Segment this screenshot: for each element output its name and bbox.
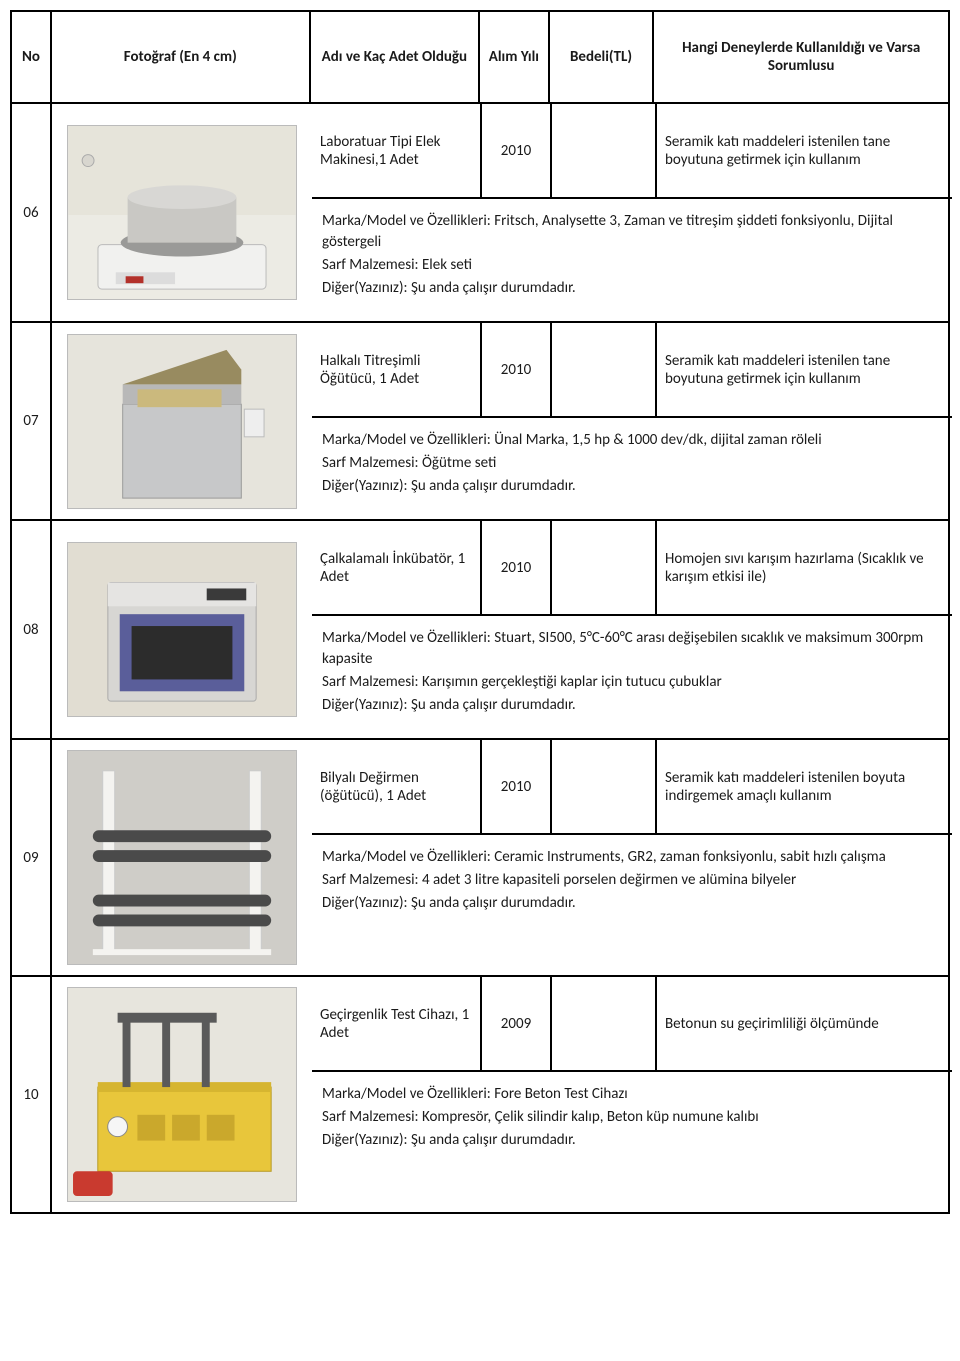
header-name: Adı ve Kaç Adet Olduğu bbox=[311, 12, 480, 102]
row-year: 2010 bbox=[482, 104, 552, 197]
equipment-photo bbox=[67, 542, 297, 717]
row-no: 07 bbox=[12, 323, 52, 519]
row-photo bbox=[52, 521, 312, 738]
header-no: No bbox=[12, 12, 52, 102]
row-price bbox=[552, 977, 657, 1070]
row-year: 2010 bbox=[482, 323, 552, 416]
row-price bbox=[552, 521, 657, 614]
value-diger: Şu anda çalışır durumdadır. bbox=[411, 894, 576, 912]
ring-mill-icon bbox=[68, 335, 296, 508]
value-marka: Ünal Marka, 1,5 hp & 1000 dev/dk, dijita… bbox=[494, 431, 821, 449]
value-diger: Şu anda çalışır durumdadır. bbox=[411, 1131, 576, 1149]
row-year: 2010 bbox=[482, 740, 552, 833]
row-details: Marka/Model ve Özellikleri: Ünal Marka, … bbox=[312, 418, 952, 519]
row-details: Marka/Model ve Özellikleri: Ceramic Inst… bbox=[312, 835, 952, 936]
row-photo bbox=[52, 323, 312, 519]
row-photo bbox=[52, 977, 312, 1212]
row-photo bbox=[52, 104, 312, 321]
row-name: Çalkalamalı İnkübatör, 1 Adet bbox=[312, 521, 482, 614]
label-diger: Diğer(Yazınız): bbox=[322, 894, 408, 912]
equipment-photo bbox=[67, 750, 297, 965]
row-name: Halkalı Titreşimli Öğütücü, 1 Adet bbox=[312, 323, 482, 416]
equipment-table: No Fotoğraf (En 4 cm) Adı ve Kaç Adet Ol… bbox=[10, 10, 950, 1214]
equipment-row: 10 bbox=[12, 977, 948, 1212]
table-header: No Fotoğraf (En 4 cm) Adı ve Kaç Adet Ol… bbox=[12, 12, 948, 104]
row-details: Marka/Model ve Özellikleri: Stuart, SI50… bbox=[312, 616, 952, 738]
row-details: Marka/Model ve Özellikleri: Fore Beton T… bbox=[312, 1072, 952, 1173]
equipment-row: 08 Çalkalamalı İnkübatör, 1 Adet 20 bbox=[12, 521, 948, 740]
header-photo: Fotoğraf (En 4 cm) bbox=[52, 12, 311, 102]
ball-mill-icon bbox=[68, 751, 296, 964]
value-sarf: Kompresör, Çelik silindir kalıp, Beton k… bbox=[422, 1108, 759, 1126]
permeability-tester-icon bbox=[68, 988, 296, 1201]
label-diger: Diğer(Yazınız): bbox=[322, 477, 408, 495]
label-diger: Diğer(Yazınız): bbox=[322, 279, 408, 297]
value-sarf: Karışımın gerçekleştiği kaplar için tutu… bbox=[422, 673, 722, 691]
row-usage: Seramik katı maddeleri istenilen tane bo… bbox=[657, 323, 952, 416]
value-marka: Ceramic Instruments, GR2, zaman fonksiyo… bbox=[494, 848, 886, 866]
row-year: 2010 bbox=[482, 521, 552, 614]
row-usage: Betonun su geçirimliliği ölçümünde bbox=[657, 977, 952, 1070]
row-name: Bilyalı Değirmen (öğütücü), 1 Adet bbox=[312, 740, 482, 833]
equipment-photo bbox=[67, 125, 297, 300]
row-no: 06 bbox=[12, 104, 52, 321]
row-usage: Seramik katı maddeleri istenilen tane bo… bbox=[657, 104, 952, 197]
equipment-row: 06 L bbox=[12, 104, 948, 323]
equipment-row: 09 Bilyalı Değir bbox=[12, 740, 948, 977]
row-name: Laboratuar Tipi Elek Makinesi,1 Adet bbox=[312, 104, 482, 197]
label-sarf: Sarf Malzemesi: bbox=[322, 1108, 419, 1126]
equipment-photo bbox=[67, 334, 297, 509]
row-price bbox=[552, 740, 657, 833]
label-marka: Marka/Model ve Özellikleri: bbox=[322, 212, 491, 230]
incubator-icon bbox=[68, 543, 296, 716]
row-details: Marka/Model ve Özellikleri: Fritsch, Ana… bbox=[312, 199, 952, 321]
value-marka: Fore Beton Test Cihazı bbox=[494, 1085, 628, 1103]
row-no: 08 bbox=[12, 521, 52, 738]
equipment-row: 07 Halkalı Titreşimli Öğütücü, 1 Adet bbox=[12, 323, 948, 521]
row-price bbox=[552, 104, 657, 197]
row-usage: Seramik katı maddeleri istenilen boyuta … bbox=[657, 740, 952, 833]
row-no: 09 bbox=[12, 740, 52, 975]
row-usage: Homojen sıvı karışım hazırlama (Sıcaklık… bbox=[657, 521, 952, 614]
value-sarf: 4 adet 3 litre kapasiteli porselen değir… bbox=[422, 871, 796, 889]
row-photo bbox=[52, 740, 312, 975]
row-year: 2009 bbox=[482, 977, 552, 1070]
row-name: Geçirgenlik Test Cihazı, 1 Adet bbox=[312, 977, 482, 1070]
header-year: Alım Yılı bbox=[480, 12, 550, 102]
value-diger: Şu anda çalışır durumdadır. bbox=[411, 477, 576, 495]
row-no: 10 bbox=[12, 977, 52, 1212]
label-marka: Marka/Model ve Özellikleri: bbox=[322, 629, 491, 647]
sieve-machine-icon bbox=[68, 126, 296, 299]
label-sarf: Sarf Malzemesi: bbox=[322, 871, 419, 889]
label-sarf: Sarf Malzemesi: bbox=[322, 256, 419, 274]
value-diger: Şu anda çalışır durumdadır. bbox=[411, 279, 576, 297]
value-diger: Şu anda çalışır durumdadır. bbox=[411, 696, 576, 714]
value-sarf: Elek seti bbox=[422, 256, 472, 274]
label-diger: Diğer(Yazınız): bbox=[322, 1131, 408, 1149]
header-usage: Hangi Deneylerde Kullanıldığı ve Varsa S… bbox=[654, 12, 948, 102]
label-sarf: Sarf Malzemesi: bbox=[322, 673, 419, 691]
header-price: Bedeli(TL) bbox=[550, 12, 655, 102]
label-marka: Marka/Model ve Özellikleri: bbox=[322, 848, 491, 866]
label-marka: Marka/Model ve Özellikleri: bbox=[322, 1085, 491, 1103]
row-price bbox=[552, 323, 657, 416]
equipment-photo bbox=[67, 987, 297, 1202]
label-marka: Marka/Model ve Özellikleri: bbox=[322, 431, 491, 449]
label-sarf: Sarf Malzemesi: bbox=[322, 454, 419, 472]
value-sarf: Öğütme seti bbox=[422, 454, 496, 472]
label-diger: Diğer(Yazınız): bbox=[322, 696, 408, 714]
